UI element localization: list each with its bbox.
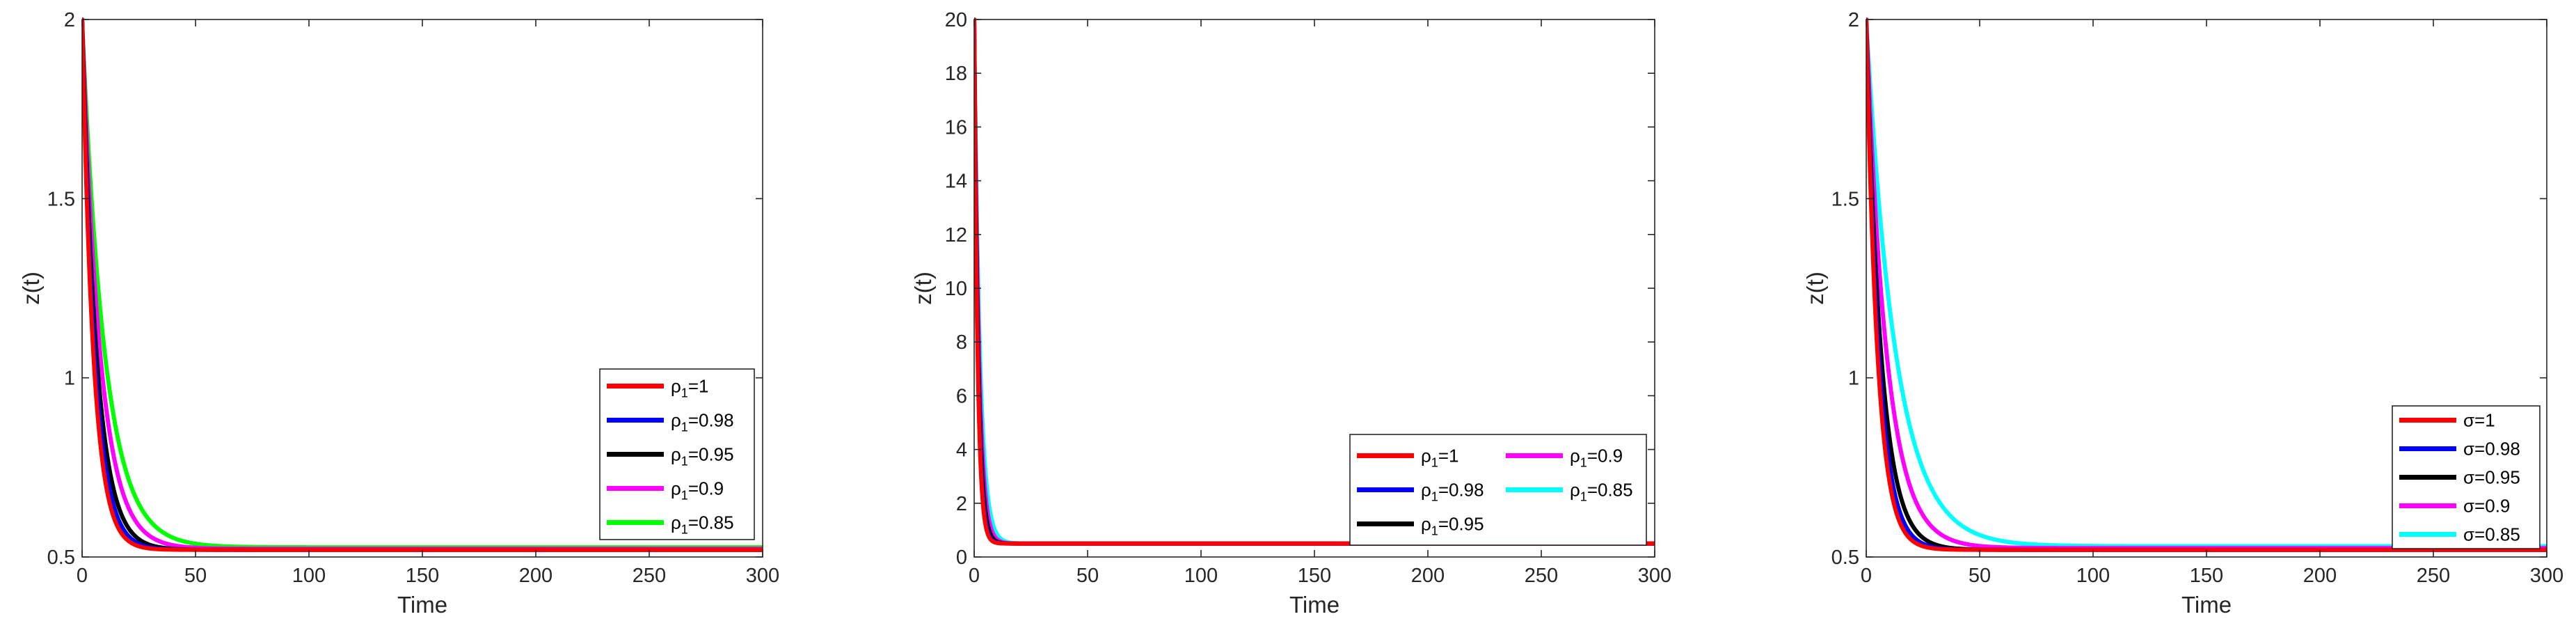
legend-label: ρ1=0.9 — [1570, 446, 1623, 470]
y-tick-label: 0 — [956, 547, 967, 569]
y-tick-label: 8 — [956, 331, 967, 354]
x-tick-label: 200 — [519, 565, 552, 587]
x-axis-label: Time — [397, 592, 447, 618]
x-tick-label: 250 — [1525, 565, 1558, 587]
x-tick-label: 0 — [969, 565, 980, 587]
x-tick-label: 50 — [1076, 565, 1099, 587]
legend-label: ρ1=0.98 — [671, 410, 734, 434]
x-tick-label: 300 — [746, 565, 779, 587]
y-tick-label: 4 — [956, 439, 967, 462]
y-tick-label: 1 — [1848, 368, 1859, 390]
y-tick-label: 1.5 — [47, 188, 75, 210]
y-axis-label: z(t) — [1802, 272, 1828, 305]
x-tick-label: 300 — [2530, 565, 2563, 587]
x-tick-label: 0 — [77, 565, 88, 587]
x-tick-label: 150 — [406, 565, 439, 587]
y-tick-label: 14 — [945, 171, 967, 193]
x-tick-label: 250 — [2417, 565, 2450, 587]
y-tick-label: 12 — [945, 224, 967, 246]
legend-label: σ=0.9 — [2463, 496, 2510, 517]
x-tick-label: 100 — [1184, 565, 1218, 587]
x-tick-label: 100 — [2076, 565, 2110, 587]
legend-label: ρ1=1 — [1421, 446, 1458, 470]
x-tick-label: 300 — [1638, 565, 1671, 587]
x-axis-label: Time — [1289, 592, 1339, 618]
y-tick-label: 6 — [956, 385, 967, 407]
x-tick-label: 0 — [1861, 565, 1872, 587]
chart-panel-1: 0 50 100 150 200 250 3000.511.52Timez(t)ρ1=1ρ1… — [18, 9, 779, 618]
y-tick-label: 1.5 — [1831, 188, 1859, 210]
legend-label: ρ1=0.95 — [1421, 514, 1484, 538]
legend-label: ρ1=0.98 — [1421, 480, 1484, 504]
series-line-1 — [82, 17, 763, 552]
y-tick-label: 1 — [64, 368, 75, 390]
legend-label: σ=1 — [2463, 410, 2495, 431]
series-lines — [82, 17, 763, 552]
x-tick-label: 250 — [633, 565, 666, 587]
series-line-1 — [1866, 17, 2547, 552]
legend-label: ρ1=1 — [671, 376, 708, 400]
x-tick-label: 200 — [1411, 565, 1445, 587]
x-tick-label: 150 — [1298, 565, 1331, 587]
x-tick-label: 100 — [292, 565, 326, 587]
y-tick-label: 0.5 — [47, 547, 75, 569]
chart-panel-2: 0 50 100 150 200 250 300 0 2 4 6 8 10 12 14 16 18 20 Time z… — [910, 9, 1671, 618]
y-tick-label: 0.5 — [1831, 547, 1859, 569]
series-lines — [1866, 17, 2547, 552]
legend-label: σ=0.98 — [2463, 439, 2520, 460]
legend-label: ρ1=0.9 — [671, 478, 724, 503]
x-tick-label: 200 — [2303, 565, 2337, 587]
y-tick-label: 2 — [64, 9, 75, 31]
y-axis-label: z(t) — [910, 272, 936, 305]
x-tick-label: 150 — [2190, 565, 2223, 587]
chart-panel-3: 0 50 100 150 200 250 300 0.5 1 1.5 2 Time z(t) σ=1 σ=0… — [1802, 9, 2563, 618]
legend: σ=1 σ=0.98 σ=0.95 σ=0.9 σ=0.85 — [2392, 405, 2541, 549]
legend-label: ρ1=0.85 — [671, 512, 734, 537]
legend: ρ1=1 ρ1=0.98 ρ1=0.95 ρ1=0.9 ρ1=0.85 — [599, 368, 755, 540]
y-tick-label: 20 — [945, 9, 967, 31]
x-tick-label: 50 — [184, 565, 207, 587]
y-axis-label: z(t) — [18, 272, 44, 305]
y-tick-label: 2 — [1848, 9, 1859, 31]
legend: ρ1=1 ρ1=0.98 ρ1=0.95 ρ1=0.9 ρ1=0.85 — [1349, 434, 1647, 546]
legend-label: σ=0.85 — [2463, 524, 2520, 545]
y-tick-label: 2 — [956, 493, 967, 515]
x-tick-label: 50 — [1969, 565, 1991, 587]
legend-label: ρ1=0.85 — [1570, 480, 1633, 504]
y-tick-label: 16 — [945, 116, 967, 139]
y-tick-label: 18 — [945, 63, 967, 85]
legend-label: σ=0.95 — [2463, 467, 2520, 488]
legend-label: ρ1=0.95 — [671, 444, 734, 469]
x-axis-label: Time — [2181, 592, 2232, 618]
y-tick-label: 10 — [945, 278, 967, 300]
